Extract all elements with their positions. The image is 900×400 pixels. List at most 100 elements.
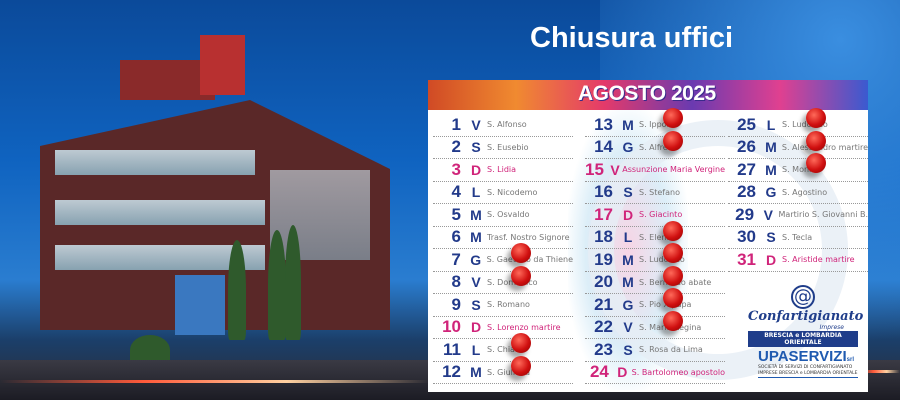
weekday-letter: V — [471, 274, 481, 291]
weekday-letter: M — [470, 229, 482, 246]
saint-name: S. Romano — [487, 300, 530, 310]
calendar-day-row: 28 G S. Agostino — [728, 182, 868, 204]
calendar-day-row: 11 L S. Chiara — [433, 333, 573, 362]
weekday-letter: L — [623, 229, 633, 246]
weekday-letter: M — [765, 161, 777, 178]
calendar-day-row: 14 G S. Alfredo — [585, 130, 725, 159]
logo-suffix: srl — [846, 357, 854, 363]
calendar-header: AGOSTO 2025 — [428, 80, 868, 110]
saint-name: S. Agostino — [782, 187, 828, 197]
weekday-letter: V — [610, 161, 620, 178]
weekday-letter: D — [470, 319, 482, 336]
logo-name: UPASERVIZI — [758, 348, 847, 365]
saint-name: S. Bartolomeo apostolo — [631, 367, 725, 377]
saint-name: S. Alfredo — [639, 142, 678, 152]
day-number: 20 — [594, 272, 613, 292]
pushpin-icon — [511, 355, 531, 376]
saint-name: S. Nicodemo — [487, 187, 538, 197]
saint-name: S. Ludovico — [782, 120, 828, 130]
calendar-day-row: 7 G S. Gaetano da Thiene — [433, 243, 573, 272]
pushpin-icon — [806, 108, 826, 128]
saint-name: Trasf. Nostro Signore — [487, 232, 570, 242]
weekday-letter: M — [470, 206, 482, 223]
weekday-letter: L — [471, 184, 481, 201]
day-number: 9 — [451, 294, 461, 314]
weekday-letter: M — [470, 364, 482, 381]
saint-name: S. Ludovico — [639, 255, 685, 265]
calendar-day-row: 3 D S. Lidia — [433, 159, 573, 182]
saint-name: S. Elena — [639, 232, 672, 242]
weekday-letter: V — [623, 319, 633, 336]
calendar-day-row: 10 D S. Lorenzo martire — [433, 317, 573, 339]
weekday-letter: S — [471, 296, 481, 313]
saint-name: S. Lorenzo martire — [487, 322, 561, 332]
weekday-letter: D — [617, 364, 628, 381]
calendar-column-2: 13 M S. Ippolito 14 G S. Alfredo 15 V Assunzione… — [585, 108, 725, 384]
day-number: 8 — [451, 272, 461, 292]
pushpin-icon — [663, 288, 683, 308]
calendar-day-row: 12 M S. Giuliana — [433, 355, 573, 384]
saint-name: Assunzione Maria Vergine — [622, 165, 725, 175]
weekday-letter: S — [471, 139, 481, 156]
day-number: 27 — [737, 159, 756, 179]
pushpin-icon — [663, 265, 683, 286]
day-number: 16 — [594, 182, 613, 202]
day-number: 4 — [451, 182, 461, 202]
pushpin-icon — [663, 220, 683, 241]
day-number: 5 — [451, 204, 461, 224]
day-number: 12 — [442, 362, 461, 382]
weekday-letter: S — [766, 229, 776, 246]
calendar-day-row: 9 S S. Romano — [433, 294, 573, 317]
saint-name: S. Aristide martire — [782, 255, 855, 265]
day-number: 2 — [451, 137, 461, 157]
day-number: 23 — [594, 339, 613, 359]
pushpin-icon — [663, 310, 683, 331]
weekday-letter: V — [471, 116, 481, 133]
calendar-day-row: 17 D S. Giacinto — [585, 204, 725, 227]
weekday-letter: M — [765, 139, 777, 156]
weekday-letter: D — [765, 251, 777, 268]
page-title: Chiusura uffici — [530, 22, 734, 54]
calendar-day-row: 31 D S. Aristide martire — [728, 249, 868, 272]
calendar-day-row: 30 S S. Tecla — [728, 227, 868, 249]
day-number: 11 — [443, 339, 461, 359]
calendar-day-row: 19 M S. Ludovico — [585, 243, 725, 272]
day-number: 13 — [594, 114, 613, 134]
day-number: 29 — [735, 204, 755, 224]
calendar-day-row: 29 V Martirio S. Giovanni B. — [728, 204, 868, 227]
logo-sub: Imprese — [819, 324, 844, 331]
weekday-letter: M — [622, 116, 634, 133]
pushpin-icon — [511, 333, 531, 353]
weekday-letter: D — [622, 206, 634, 223]
calendar-day-row: 27 M S. Monica — [728, 153, 868, 182]
weekday-letter: M — [622, 251, 634, 268]
weekday-letter: G — [622, 139, 634, 156]
pushpin-icon — [663, 108, 683, 128]
day-number: 30 — [737, 227, 756, 247]
calendar-day-row: 15 V Assunzione Maria Vergine — [585, 159, 725, 182]
calendar-day-row: 24 D S. Bartolomeo apostolo — [585, 362, 725, 384]
weekday-letter: D — [470, 161, 482, 178]
calendar-day-row: 18 L S. Elena — [585, 220, 725, 249]
saint-name: S. Osvaldo — [487, 210, 530, 220]
weekday-letter: V — [763, 206, 773, 223]
day-number: 24 — [589, 362, 609, 382]
day-number: 25 — [737, 114, 756, 134]
calendar-column-1: 1 V S. Alfonso 2 S S. Eusebio 3 D S. Lidia 4 L S. N… — [433, 114, 573, 384]
pushpin-icon — [806, 130, 826, 151]
pushpin-icon — [806, 153, 826, 173]
calendar-day-row: 13 M S. Ippolito — [585, 108, 725, 137]
calendar-day-row: 4 L S. Nicodemo — [433, 182, 573, 204]
pushpin-icon — [511, 265, 531, 286]
at-icon: @ — [791, 285, 815, 309]
pushpin-icon — [663, 243, 683, 263]
day-number: 7 — [451, 249, 461, 269]
saint-name: S. Eusebio — [487, 142, 529, 152]
saint-name: S. Stefano — [639, 187, 680, 197]
day-number: 15 — [585, 159, 604, 179]
calendar-day-row: 16 S S. Stefano — [585, 182, 725, 204]
calendar-day-row: 8VS. Domenico — [433, 265, 573, 294]
calendar-day-row: 26 M S. Alessandro martire — [728, 130, 868, 159]
day-number: 19 — [594, 249, 613, 269]
